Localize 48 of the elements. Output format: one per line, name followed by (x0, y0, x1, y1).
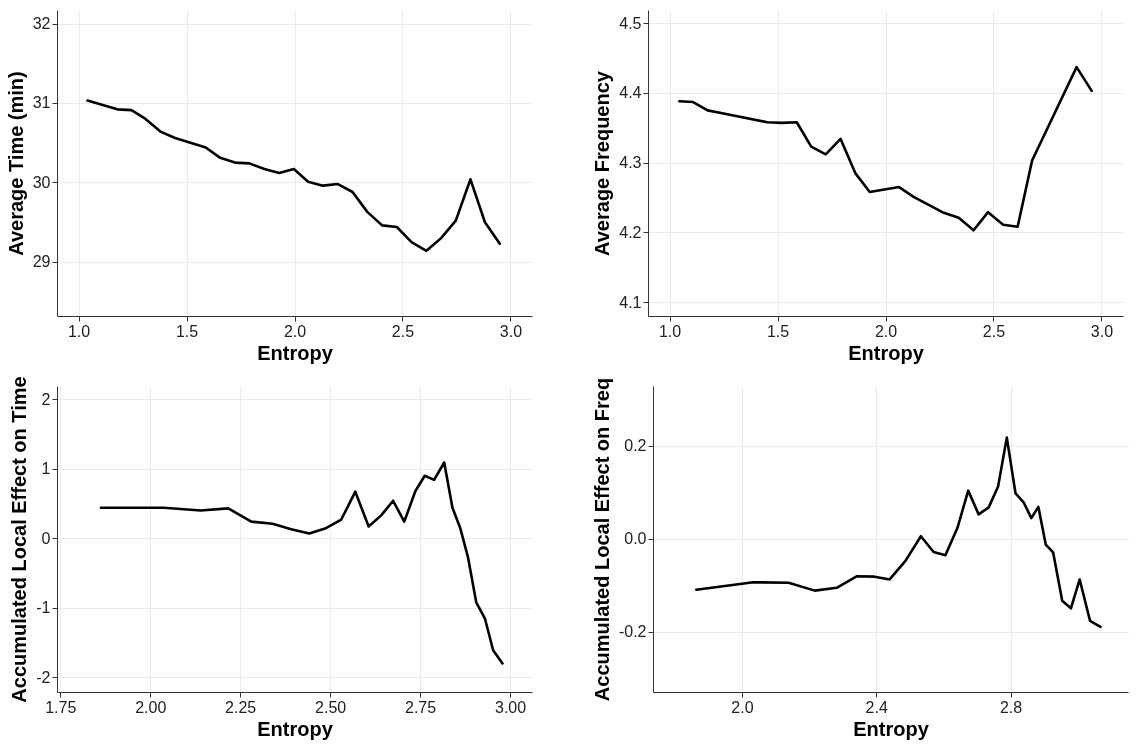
x-tick-label: 2.4 (865, 698, 888, 716)
y-tick-label: 2 (41, 390, 51, 408)
x-axis-title: Entropy (257, 717, 334, 740)
y-tick-label: -2 (36, 668, 51, 686)
x-tick-label: 2.5 (982, 322, 1006, 340)
y-tick-label: 4.4 (619, 84, 642, 102)
x-tick-label: 1.5 (175, 322, 199, 340)
line-series (86, 99, 502, 253)
y-tick-label: 0 (41, 529, 51, 547)
x-tick-label: 1.0 (658, 322, 682, 340)
y-axis-title: Average Time (min) (4, 71, 27, 256)
y-tick-label: 0.2 (624, 437, 647, 455)
x-tick-label: 2.5 (391, 322, 415, 340)
y-tick-label: 0.0 (624, 530, 647, 548)
x-tick-label: 1.75 (45, 698, 77, 716)
x-tick-label: 2.8 (999, 698, 1023, 716)
x-tick-label: 2.25 (225, 698, 257, 716)
y-axis-title: Accumulated Local Effect on Time (8, 376, 31, 703)
y-tick-label: 29 (32, 253, 51, 271)
line-series (99, 461, 504, 665)
y-tick-label: 31 (32, 94, 51, 112)
x-axis-title: Entropy (257, 341, 334, 364)
x-tick-label: 3.00 (494, 698, 527, 716)
x-tick-label: 3.0 (499, 322, 523, 340)
x-tick-label: 2.0 (283, 322, 307, 340)
x-axis-title: Entropy (848, 341, 925, 364)
x-tick-label: 2.00 (135, 698, 167, 716)
x-tick-label: 2.0 (874, 322, 898, 340)
x-tick-label: 1.0 (67, 322, 91, 340)
line-series (695, 436, 1102, 629)
y-tick-label: 30 (32, 173, 51, 191)
y-axis-title: Average Frequency (591, 70, 614, 256)
y-tick-label: 1 (41, 460, 51, 478)
y-tick-label: 4.1 (619, 293, 642, 311)
x-axis-title: Entropy (853, 717, 930, 740)
x-tick-label: 2.0 (731, 698, 754, 716)
x-tick-label: 3.0 (1090, 322, 1114, 340)
line-series (678, 65, 1093, 232)
y-tick-label: 4.2 (619, 223, 642, 241)
x-tick-label: 2.50 (315, 698, 347, 716)
y-axis-title: Accumulated Local Effect on Freq (590, 377, 613, 702)
y-tick-label: -1 (36, 599, 51, 617)
x-tick-label: 2.75 (405, 698, 437, 716)
x-tick-label: 1.5 (766, 322, 790, 340)
y-tick-label: 4.3 (619, 154, 642, 172)
y-tick-label: -0.2 (618, 623, 647, 641)
y-tick-label: 32 (32, 15, 51, 33)
y-tick-label: 4.5 (619, 14, 642, 32)
